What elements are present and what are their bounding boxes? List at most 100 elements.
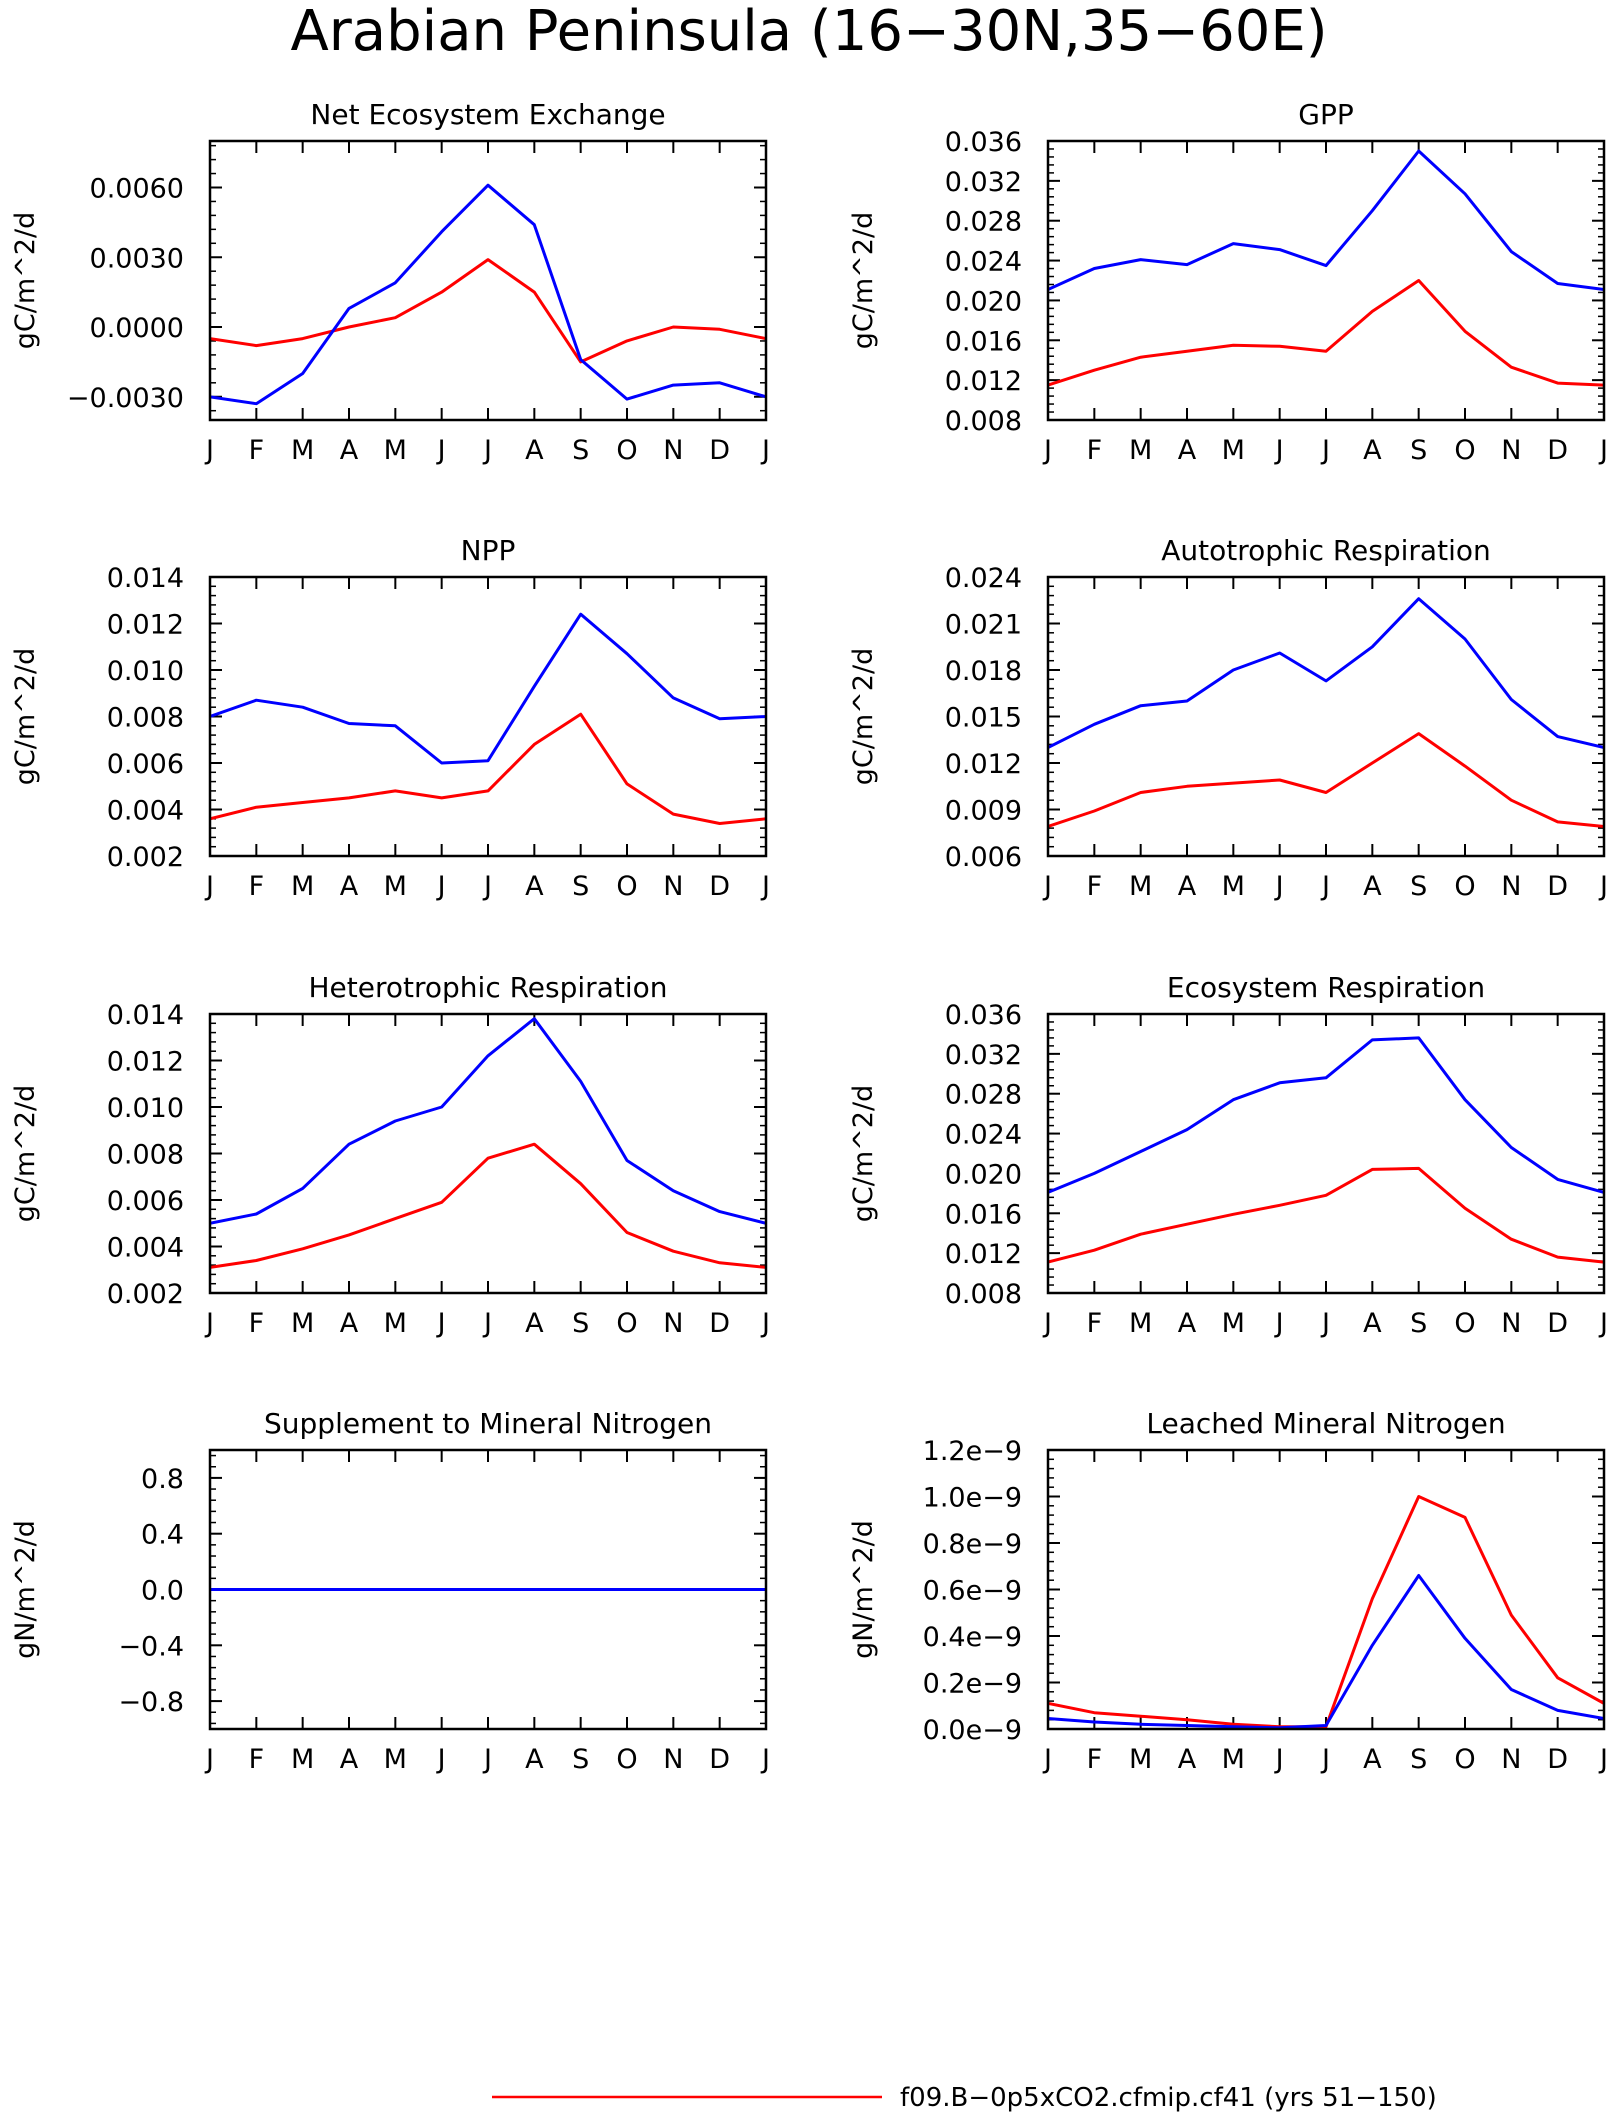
plot-frame (1046, 575, 1606, 858)
x-tick-label: O (1454, 1744, 1475, 1775)
series-line-1 (210, 258, 766, 364)
x-tick-label: J (1598, 435, 1608, 466)
y-tick-label: 0.020 (945, 286, 1022, 317)
x-tick-label: M (384, 1744, 407, 1775)
x-tick-label: J (1598, 1308, 1608, 1339)
x-tick-label: A (1363, 435, 1382, 466)
y-tick-label: 0.004 (107, 1233, 184, 1264)
x-tick-label: A (340, 435, 359, 466)
y-tick-label: 0.014 (107, 1000, 184, 1031)
x-tick-label: O (616, 1744, 637, 1775)
y-tick-label: 0.024 (945, 247, 1022, 278)
x-tick-label: J (436, 1308, 446, 1339)
x-tick-label: D (1547, 435, 1568, 466)
y-tick-label: 0.012 (107, 610, 184, 641)
x-tick-label: N (1501, 1744, 1521, 1775)
x-tick-label: D (709, 1744, 730, 1775)
x-tick-label: M (384, 1308, 407, 1339)
x-tick-label: M (1222, 871, 1245, 902)
x-tick-label: M (1129, 1744, 1152, 1775)
y-tick-label: 0.018 (945, 656, 1022, 687)
y-tick-label: 0.020 (945, 1159, 1022, 1190)
y-tick-label: 0.8e−9 (923, 1529, 1022, 1560)
x-tick-label: J (436, 871, 446, 902)
x-tick-label: J (436, 435, 446, 466)
plot-frame (1046, 1448, 1606, 1731)
x-tick-label: M (384, 435, 407, 466)
series-line-2 (210, 612, 766, 765)
x-tick-label: J (1042, 1308, 1052, 1339)
x-tick-label: J (1320, 435, 1330, 466)
x-tick-label: S (572, 435, 589, 466)
plot-frame (208, 139, 768, 422)
y-tick-label: 0.009 (945, 796, 1022, 827)
panel-title: Autotrophic Respiration (1161, 534, 1490, 567)
x-tick-label: O (616, 871, 637, 902)
y-axis-label: gC/m^2/d (10, 212, 41, 349)
x-tick-label: J (436, 1744, 446, 1775)
y-axis-label: gC/m^2/d (848, 1085, 879, 1222)
y-tick-label: 0.012 (945, 749, 1022, 780)
x-tick-label: M (1129, 1308, 1152, 1339)
x-tick-label: S (1410, 1308, 1427, 1339)
x-tick-label: F (1087, 1308, 1103, 1339)
y-tick-label: −0.0030 (67, 383, 184, 414)
y-tick-label: 0.036 (945, 1000, 1022, 1031)
y-tick-label: 0.2e−9 (923, 1669, 1022, 1700)
y-tick-label: 0.0060 (90, 174, 184, 205)
x-tick-label: A (1363, 1308, 1382, 1339)
plot-frame (208, 575, 768, 858)
x-tick-label: O (1454, 871, 1475, 902)
y-tick-label: 0.015 (945, 703, 1022, 734)
x-tick-label: J (760, 1308, 770, 1339)
y-tick-label: 0.0000 (90, 313, 184, 344)
x-tick-label: M (1222, 1308, 1245, 1339)
x-tick-label: F (1087, 1744, 1103, 1775)
x-tick-label: A (1178, 871, 1197, 902)
series-line-2 (210, 1017, 766, 1225)
y-tick-label: 0.016 (945, 1199, 1022, 1230)
x-tick-label: D (709, 1308, 730, 1339)
x-tick-label: A (1178, 1308, 1197, 1339)
x-tick-label: J (1320, 1308, 1330, 1339)
figure-title: Arabian Peninsula (16−30N,35−60E) (290, 0, 1327, 64)
y-tick-label: 1.0e−9 (923, 1483, 1022, 1514)
x-tick-label: A (1178, 435, 1197, 466)
x-tick-label: M (1129, 435, 1152, 466)
x-tick-label: M (291, 871, 314, 902)
y-tick-label: 0.032 (945, 1040, 1022, 1071)
y-tick-label: 0.002 (107, 842, 184, 873)
x-tick-label: D (1547, 871, 1568, 902)
x-tick-label: J (482, 1744, 492, 1775)
x-tick-label: J (204, 1744, 214, 1775)
x-tick-label: F (1087, 871, 1103, 902)
x-tick-label: J (482, 1308, 492, 1339)
x-tick-label: J (760, 871, 770, 902)
panel-title: NPP (461, 534, 516, 567)
x-tick-label: A (340, 1308, 359, 1339)
x-tick-label: M (1129, 871, 1152, 902)
panel-title: Ecosystem Respiration (1167, 971, 1485, 1004)
y-tick-label: 0.028 (945, 1080, 1022, 1111)
x-tick-label: M (384, 871, 407, 902)
y-tick-label: 0.4e−9 (923, 1622, 1022, 1653)
y-tick-label: 0.0030 (90, 243, 184, 274)
x-tick-label: N (1501, 1308, 1521, 1339)
panel-title: Supplement to Mineral Nitrogen (264, 1407, 712, 1440)
x-tick-label: A (1363, 1744, 1382, 1775)
panel-title: Leached Mineral Nitrogen (1146, 1407, 1505, 1440)
x-tick-label: J (760, 1744, 770, 1775)
x-tick-label: N (663, 1744, 683, 1775)
series-line-2 (1048, 149, 1604, 291)
x-tick-label: A (525, 1744, 544, 1775)
y-tick-label: 0.024 (945, 1120, 1022, 1151)
x-tick-label: O (616, 435, 637, 466)
x-tick-label: M (291, 435, 314, 466)
